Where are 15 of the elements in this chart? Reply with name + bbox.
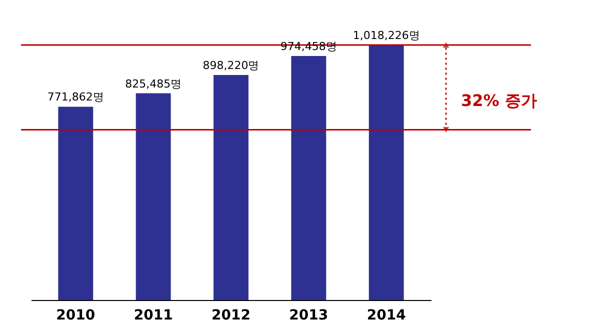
x-tick-label: 2014 — [366, 308, 406, 324]
bar — [214, 75, 248, 300]
x-tick-label: 2013 — [289, 308, 328, 324]
x-tick-label: 2011 — [134, 308, 173, 324]
data-label: 1,018,226명 — [352, 29, 420, 42]
data-label: 825,485명 — [125, 77, 182, 90]
bar — [368, 45, 404, 300]
data-label: 898,220명 — [202, 59, 260, 72]
x-tick-label: 2012 — [212, 308, 250, 324]
bar — [291, 56, 326, 300]
data-label: 771,862명 — [47, 90, 104, 104]
bar — [58, 106, 94, 300]
bar — [136, 93, 171, 300]
x-tick-label: 2010 — [56, 308, 96, 324]
text: 32% 증가 — [461, 91, 537, 110]
